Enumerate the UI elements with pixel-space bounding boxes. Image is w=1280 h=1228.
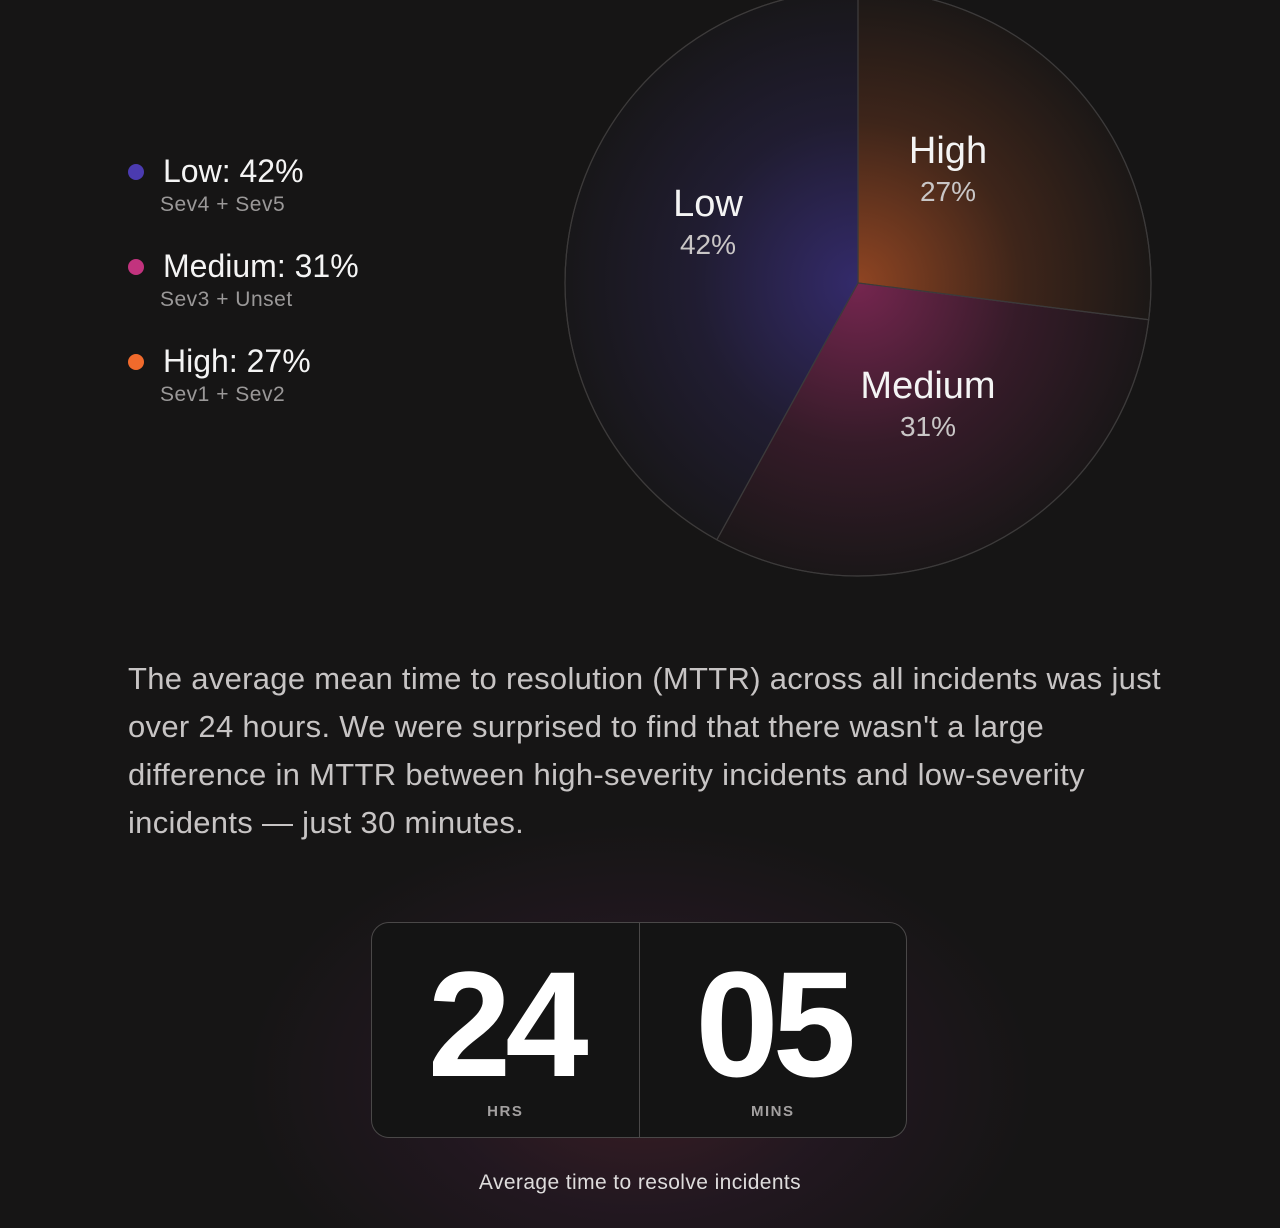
pie-slice-high — [857, 0, 1152, 321]
timer-minutes-value: 05 — [695, 940, 856, 1108]
pie-label-medium: Medium — [860, 365, 995, 407]
legend-sub-low: Sev4 + Sev5 — [160, 193, 286, 216]
legend-sub-high: Sev1 + Sev2 — [160, 383, 286, 406]
pie-chart-svg: High 27% Medium 31% Low 42% — [564, 0, 1152, 577]
legend-title-medium: Medium: 31% — [163, 248, 359, 284]
pie-label-high: High — [909, 130, 987, 172]
pie-outline — [564, 0, 1152, 577]
legend-sub-medium: Sev3 + Unset — [160, 288, 293, 311]
pie-value-medium: 31% — [900, 411, 956, 442]
pie-value-high: 27% — [920, 176, 976, 207]
timer-caption: Average time to resolve incidents — [478, 1171, 802, 1194]
timer-hours-cell: 24 HRS — [372, 923, 639, 1137]
pie-value-low: 42% — [680, 229, 736, 260]
timer-hours-label: HRS — [487, 1103, 524, 1120]
legend-dot-low — [128, 164, 144, 180]
timer-minutes-label: MINS — [751, 1103, 795, 1120]
pie-label-low: Low — [673, 183, 743, 225]
timer-minutes-cell: 05 MINS — [638, 923, 907, 1137]
legend-item-low: Low: 42% Sev4 + Sev5 — [128, 150, 488, 245]
legend-item-high: High: 27% Sev1 + Sev2 — [128, 340, 488, 435]
pie-chart: High 27% Medium 31% Low 42% — [0, 0, 1280, 600]
legend-dot-medium — [128, 259, 144, 275]
legend-item-medium: Medium: 31% Sev3 + Unset — [128, 245, 488, 340]
mttr-paragraph: The average mean time to resolution (MTT… — [128, 661, 1161, 840]
legend-dot-high — [128, 354, 144, 370]
timer-hours-value: 24 — [427, 940, 589, 1108]
legend-title-low: Low: 42% — [163, 153, 304, 189]
legend-title-high: High: 27% — [163, 343, 311, 379]
chart-legend: Low: 42% Sev4 + Sev5 Medium: 31% Sev3 + … — [128, 150, 488, 435]
mttr-timer: 24 HRS 05 MINS — [371, 922, 907, 1138]
